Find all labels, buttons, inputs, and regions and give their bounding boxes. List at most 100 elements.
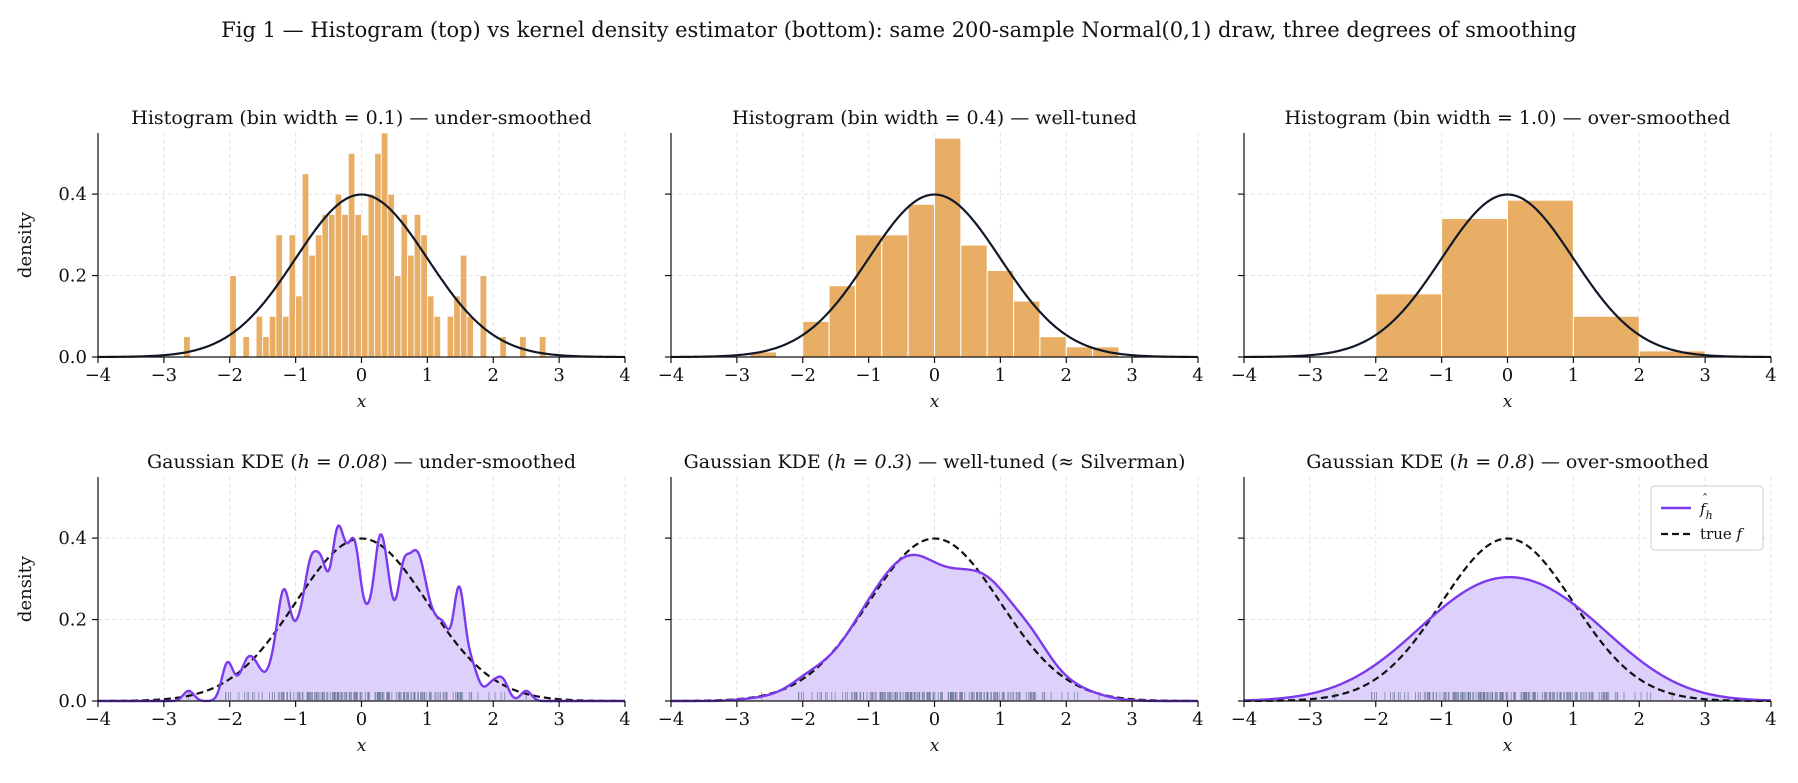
x-tick-label: 1 <box>995 365 1006 386</box>
y-axis-label: density <box>15 555 36 622</box>
y-tick-label: 0.0 <box>58 347 87 368</box>
y-tick-label: 0.0 <box>58 691 87 712</box>
histogram-bar <box>413 214 422 358</box>
x-tick-label: −1 <box>282 709 309 730</box>
histogram-panel-bw-1.0: −4 −3 −2 −1 0 1 2 3 4 x Histogram (bin width = 1.0… <box>1231 107 1777 412</box>
figure-title: Fig 1 — Histogram (top) vs kernel densit… <box>221 18 1577 42</box>
histogram-bar <box>367 193 376 358</box>
histogram-bar <box>308 254 316 358</box>
true-density-curve <box>97 193 626 359</box>
histogram-bar <box>321 214 329 358</box>
x-axis-label: x <box>357 392 367 412</box>
x-tick-label: 2 <box>488 365 499 386</box>
histogram-bar <box>433 315 441 358</box>
x-tick-label: 1 <box>422 709 433 730</box>
histogram-bar <box>407 254 415 358</box>
x-tick-label: −4 <box>85 709 112 730</box>
histogram-bar <box>426 295 435 358</box>
x-axis-label: x <box>1503 736 1513 756</box>
kde-curve <box>670 553 1198 703</box>
x-tick-label: 4 <box>1765 709 1776 730</box>
kde-panel-h-0.08: −4 −3 −2 −1 0 1 2 3 4 0.0 0.2 0.4 x density Gaussian K… <box>15 451 631 756</box>
x-tick-label: −2 <box>216 365 243 386</box>
x-tick-label: 4 <box>1192 709 1203 730</box>
panel-title: Histogram (bin width = 1.0) — over-smoot… <box>1285 107 1731 129</box>
histogram-bar <box>1572 315 1640 358</box>
x-tick-label: −1 <box>282 365 309 386</box>
histogram-bar <box>1507 199 1574 358</box>
histogram-bar <box>183 336 191 358</box>
true-density-curve <box>1243 537 1772 703</box>
x-tick-label: 0 <box>1502 709 1513 730</box>
histogram-bar <box>334 193 343 358</box>
x-tick-label: 4 <box>619 365 630 386</box>
y-tick-label: 0.2 <box>58 266 87 287</box>
histogram-bar <box>934 137 962 358</box>
histogram-bar <box>229 275 237 358</box>
x-tick-label: −2 <box>1362 709 1389 730</box>
x-tick-label: 3 <box>553 709 564 730</box>
histogram-bar <box>986 269 1015 358</box>
kde-panel-h-0.3: −4 −3 −2 −1 0 1 2 3 4 x Gaussian KDE (h = 0.3) — w… <box>658 451 1204 756</box>
histogram-bar <box>288 234 297 358</box>
x-tick-label: 4 <box>1765 365 1776 386</box>
x-tick-label: −4 <box>658 365 685 386</box>
x-tick-label: 2 <box>1061 709 1072 730</box>
x-tick-label: 4 <box>1192 365 1203 386</box>
x-tick-label: −1 <box>1428 709 1455 730</box>
x-tick-label: 3 <box>553 365 564 386</box>
x-tick-label: 1 <box>1568 709 1579 730</box>
x-tick-label: 1 <box>995 709 1006 730</box>
histogram-bar <box>347 152 356 358</box>
histogram-bar <box>960 244 988 358</box>
histogram-bar <box>1441 218 1508 358</box>
kde-fill-area <box>1244 577 1771 701</box>
x-tick-label: −2 <box>216 709 243 730</box>
x-axis-label: x <box>1503 392 1513 412</box>
histogram-bar <box>314 234 323 358</box>
x-tick-label: −3 <box>1297 709 1324 730</box>
x-tick-label: 4 <box>619 709 630 730</box>
x-axis-label: x <box>930 736 940 756</box>
histogram-bar <box>361 234 369 358</box>
x-tick-label: 1 <box>1568 365 1579 386</box>
histogram-bar <box>242 336 250 358</box>
panel-title: Gaussian KDE (h = 0.8) — over-smoothed <box>1306 451 1708 473</box>
panel-title: Histogram (bin width = 0.1) — under-smoo… <box>131 107 591 129</box>
histogram-bar <box>328 214 336 358</box>
x-tick-label: −2 <box>1362 365 1389 386</box>
x-tick-label: −3 <box>724 365 751 386</box>
histogram-bar <box>374 152 382 358</box>
histogram-bar <box>255 315 264 358</box>
kde-curve <box>1243 575 1772 702</box>
x-tick-label: −2 <box>789 709 816 730</box>
histogram-bar <box>301 173 310 358</box>
histogram-bar <box>466 315 474 358</box>
histogram-panel-bw-0.1: −4 −3 −2 −1 0 1 2 3 4 0.0 0.2 0.4 x density Histogram … <box>15 107 631 412</box>
x-tick-label: −1 <box>1428 365 1455 386</box>
legend: fhˆ true f <box>1650 485 1764 551</box>
x-tick-label: 2 <box>488 709 499 730</box>
x-tick-label: 3 <box>1699 365 1710 386</box>
x-tick-label: −4 <box>1231 365 1258 386</box>
histogram-bar <box>380 132 389 358</box>
kde-fill-area <box>671 554 1198 701</box>
histogram-bar <box>1013 300 1041 358</box>
y-tick-label: 0.2 <box>58 610 87 631</box>
x-tick-label: 2 <box>1634 365 1645 386</box>
true-density-curve <box>1243 193 1772 359</box>
histogram-bar <box>394 275 402 358</box>
histogram-panel-bw-0.4: −4 −3 −2 −1 0 1 2 3 4 x Histogram (bin width = 0.4… <box>658 107 1204 412</box>
histogram-bar <box>802 320 830 358</box>
histogram-bar <box>387 193 395 358</box>
x-tick-label: −1 <box>855 365 882 386</box>
x-axis-label: x <box>930 392 940 412</box>
histogram-bar <box>854 234 883 358</box>
kde-panel-h-0.8: −4 −3 −2 −1 0 1 2 3 4 x Gaussian KDE (h = 0.8) — o… <box>1231 451 1777 756</box>
x-axis-label: x <box>357 736 367 756</box>
legend-hat: ˆ <box>1702 492 1708 506</box>
x-tick-label: 0 <box>356 709 367 730</box>
x-tick-label: −3 <box>151 709 178 730</box>
x-tick-label: −4 <box>658 709 685 730</box>
